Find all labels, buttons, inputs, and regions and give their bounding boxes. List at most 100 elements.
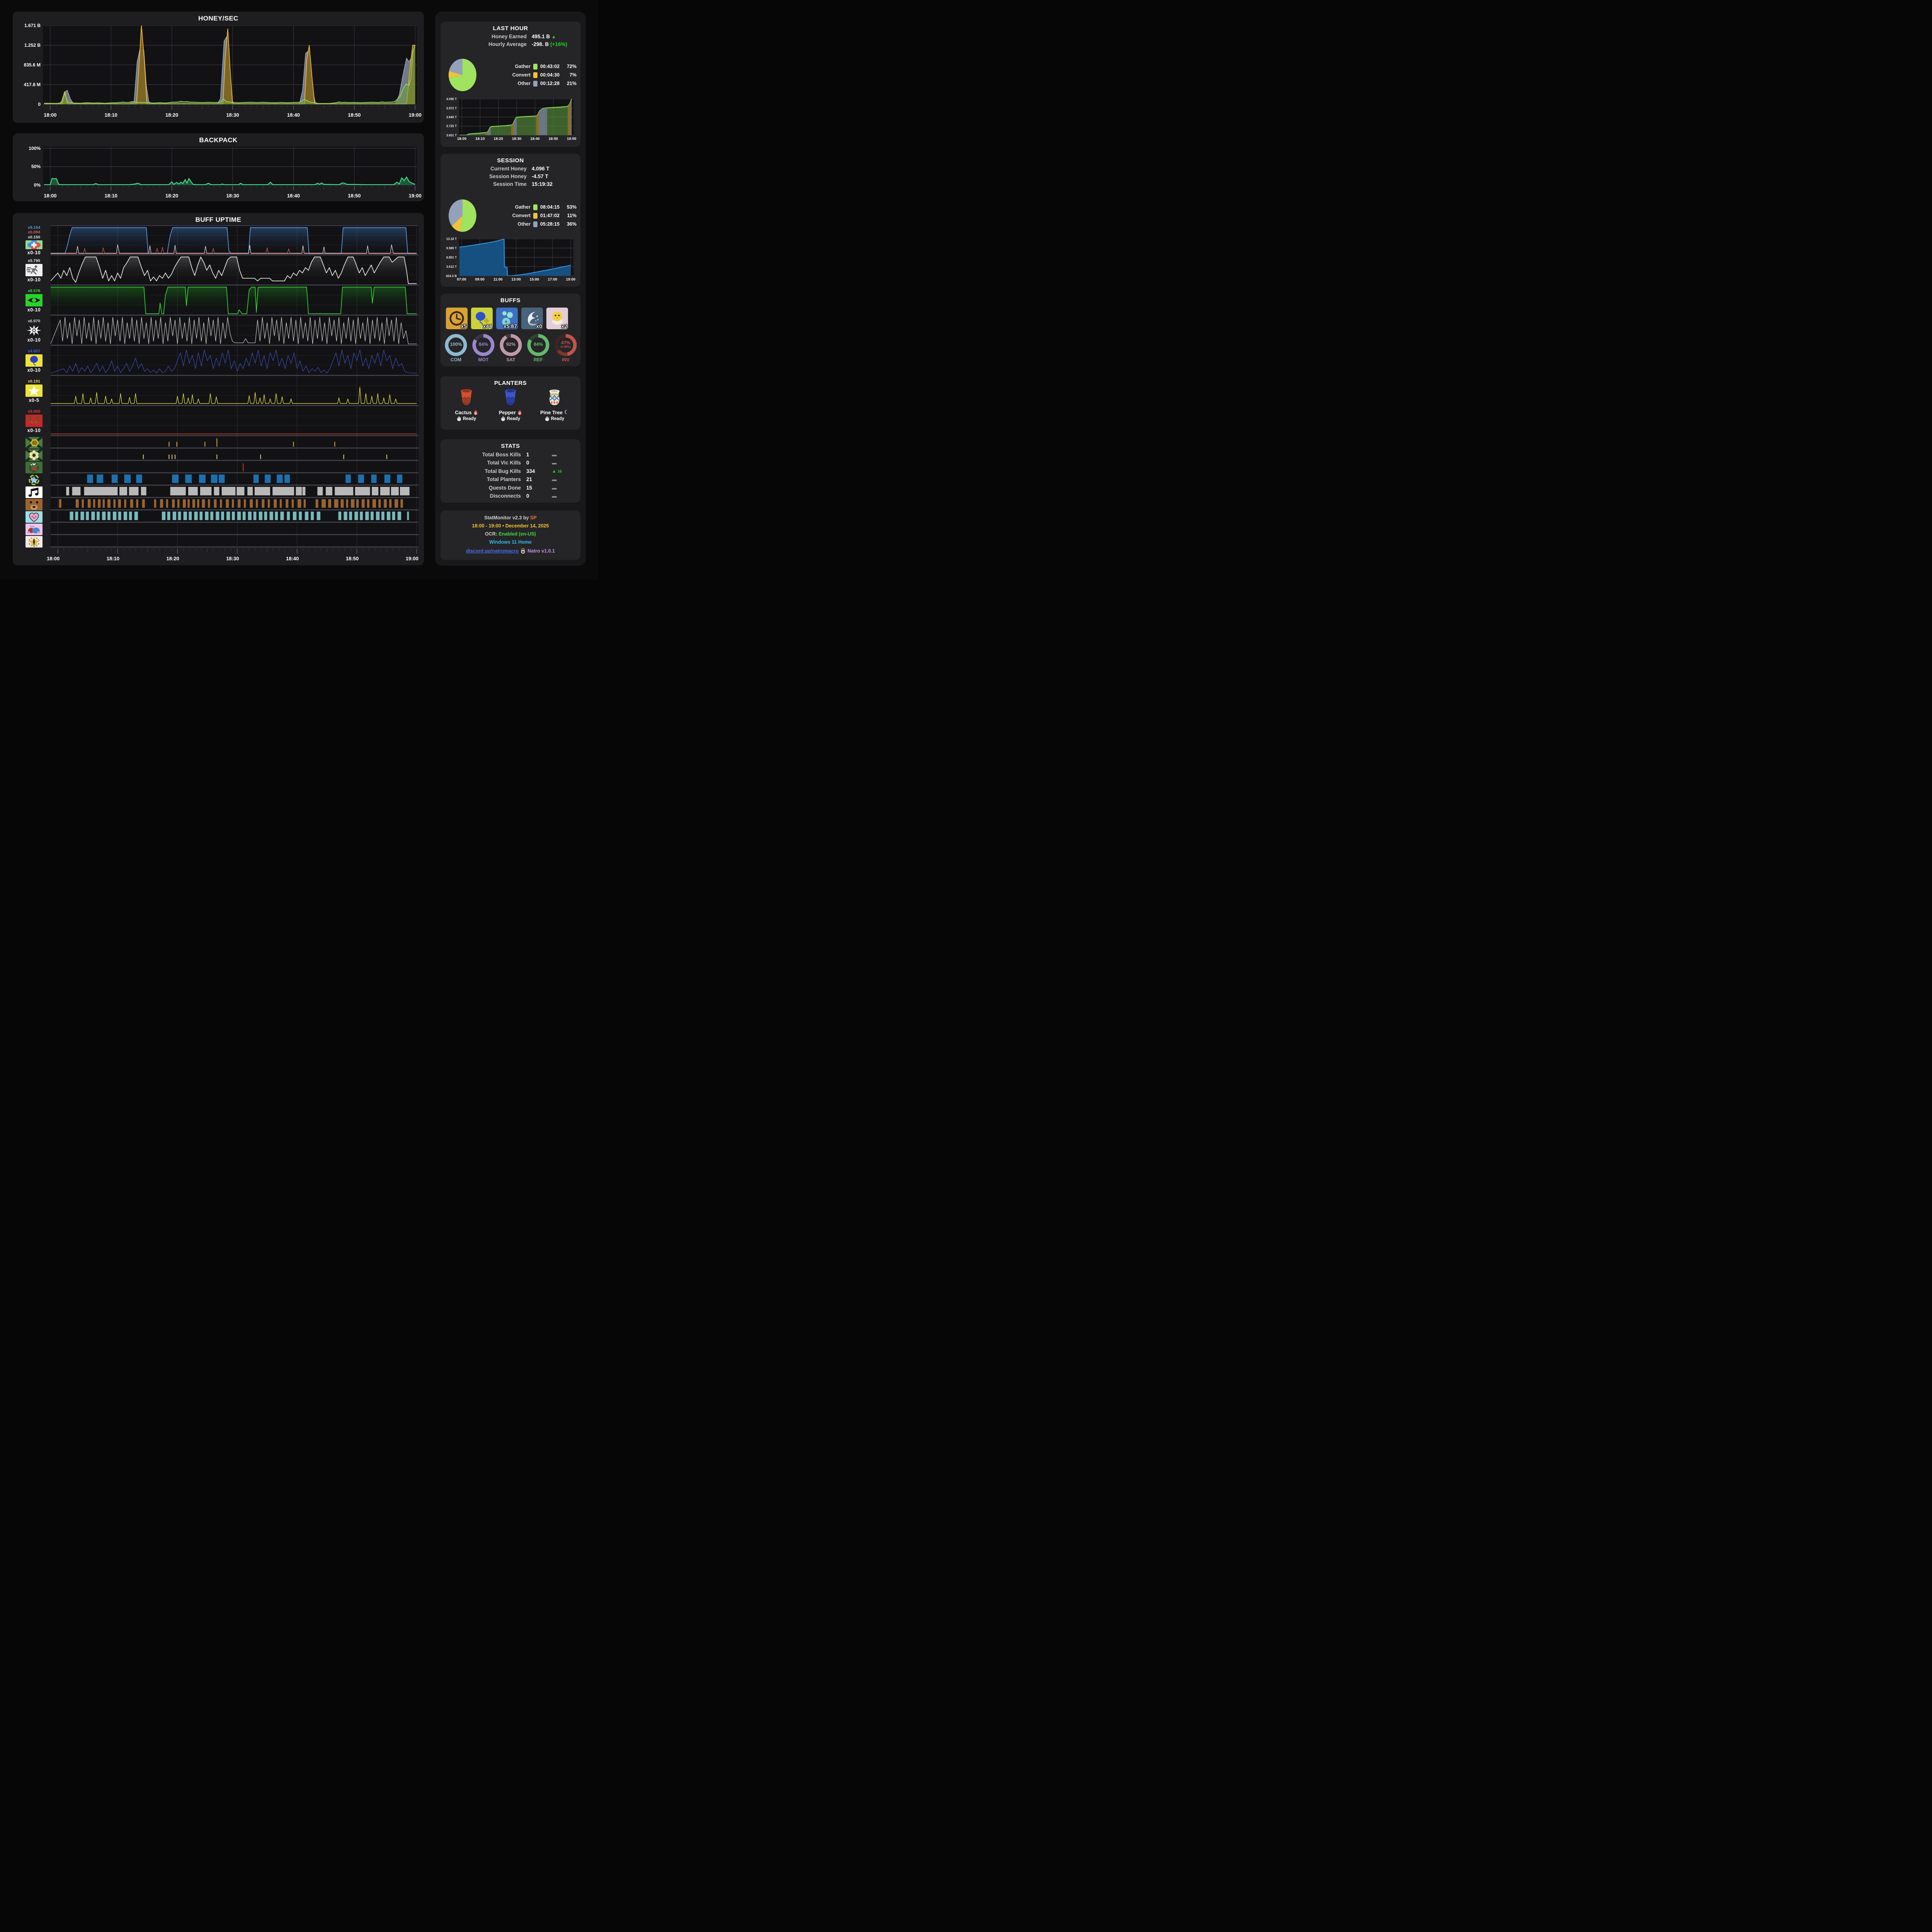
y-axis-label: 9.989 T [446,247,457,250]
bear-icon [26,499,43,510]
svg-text:S: S [33,545,35,548]
legend-label: Gather [515,64,531,69]
buff-row [17,436,418,449]
legend-time: 00:12:28 [540,81,560,86]
session-title: SESSION [497,157,524,164]
legend-time: 00:04:30 [540,72,560,78]
session-honey-label: Session Honey [489,173,527,179]
svg-text:N: N [33,537,35,540]
legend-row: Other 00:12:28 21% [478,80,577,87]
antlers-icon [26,415,43,427]
buff-multiplier-label: x6.970 [27,318,41,323]
buff-multiplier-label: x0.000 [27,409,41,414]
hexflag-icon [26,437,43,449]
x-axis-label: 18:30 [512,137,522,141]
legend-label: Other [517,221,531,227]
buff-row-plot [51,436,418,449]
buff-row [17,510,418,523]
buff-row-plot [51,510,418,523]
backpack-title: BACKPACK [199,136,238,144]
buff-multiplier-label: x0.191 [27,379,41,384]
stat-value: 15 [526,485,532,491]
y-axis-label: 0 [38,102,41,107]
legend-swatch [533,221,537,227]
planter-status: Ready [463,417,476,421]
discord-link[interactable]: discord.gg/natromacro [466,548,519,554]
legend-swatch [533,63,537,70]
bubbles-buff-tile: x5.87 [496,308,518,329]
y-axis-label: 417.8 M [24,82,41,87]
buff-multiplier-label: x9.154 [27,225,41,230]
y-axis-label: 13.18 T [446,237,457,241]
flame-icon [517,410,522,415]
y-axis-label: 3.972 T [446,106,457,110]
x-axis-label: 18:50 [548,137,558,141]
gauge-label: SAT [506,357,515,362]
buff-multiplier-label: x4.657 [27,349,41,354]
buff-row [17,523,418,535]
footer-ocr: OCR: Enabled (en-US) [485,531,536,537]
stat-label: Total Planters [486,476,521,483]
planter-name: Cactus [455,410,472,415]
painted-pot-icon [532,388,577,409]
x-axis-label: 18:40 [287,193,300,199]
y-axis-label: 3.612 T [446,265,457,269]
stopwatch-icon [501,416,505,422]
legend-percent: 36% [566,221,577,227]
x-axis-label: 18:20 [165,193,179,199]
buff-uptime-rows: x9.154 x0.094 x0.150 x0-10 x5.795 x0-10 x8.578… [17,225,418,548]
x-axis-label: 18:50 [345,556,359,561]
legend-label: Gather [515,204,531,210]
last-hour-title: LAST HOUR [493,25,528,32]
music-icon [26,486,43,498]
legend-label: Convert [512,72,531,78]
balloon-icon [26,354,43,367]
gauge-label: MOT [478,357,489,362]
x-axis-label: 18:30 [226,556,239,561]
burst-icon [26,324,43,337]
buff-range-label: x0-10 [27,277,41,283]
buff-multiplier-label: x8.578 [27,288,41,293]
session-pie-chart [449,199,476,232]
stat-delta [552,485,573,491]
x-axis-label: 18:10 [106,556,119,561]
buff-range-label: x0-10 [27,250,41,255]
flowerflag-icon [26,449,43,461]
honey-per-sec-title: HONEY/SEC [198,15,238,22]
buff-row: x0.191 x0-5 [17,376,418,406]
last-hour-panel: LAST HOUR Honey Earned 495.1 B ▲ Hourly … [440,22,580,147]
stats-rows: Total Boss Kills 1 Total Vic Kills 0 Total B… [440,451,580,500]
beans-icon [26,524,43,535]
buff-range-label: x0-10 [27,307,41,313]
up-triangle-icon: ▲ [551,34,556,39]
natro-version: Natro v1.0.1 [527,548,555,554]
legend-row: Gather 08:04:15 53% [478,204,577,210]
buff-row-plot [50,255,418,286]
current-honey-row: Current Honey 4.096 T [447,166,574,172]
y-axis-label: 1.252 B [24,43,41,48]
buff-row [17,473,418,486]
buff-row: x4.657 x0-10 [17,346,418,376]
buff-row [17,461,418,473]
planter-pepper: Pepper Ready [488,388,532,422]
session-panel: SESSION Current Honey 4.096 T Session Ho… [440,154,580,287]
buff-row: x6.970 x0-10 [17,316,418,346]
buff-range-label: x0-10 [27,367,41,373]
stat-row: Disconnects 0 [447,493,573,500]
stat-row: Quests Done 15 [447,484,573,492]
gauge-ref: 84% REF [526,333,551,364]
stat-row: Total Boss Kills 1 [447,451,573,458]
x-axis-label: 18:00 [46,556,60,561]
footer-panel: StatMonitor v2.3 by SP 18:00 - 19:00 • D… [440,510,580,560]
session-time-value: 15:19:32 [532,181,553,187]
x-axis-label: 18:40 [530,137,540,141]
legend-row: Other 05:28:15 36% [478,221,577,227]
session-honey-row: Session Honey -4.57 T [447,173,574,179]
x-axis-label: 11:00 [493,277,503,282]
buff-multiplier-label: x0.094 [27,230,41,235]
natro-snake-icon [520,548,526,554]
x-axis-label: 18:00 [44,193,57,199]
session-time-row: Session Time 15:19:32 [447,181,574,187]
buff-range-label: x0-10 [27,337,41,343]
gauge-label: INV [561,357,570,362]
